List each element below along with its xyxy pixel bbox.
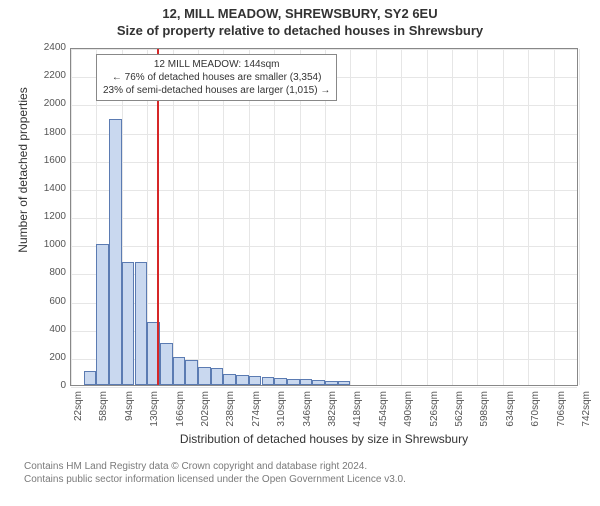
y-tick-label: 800 <box>26 267 66 278</box>
histogram-bar <box>185 360 198 385</box>
x-tick-label: 94sqm <box>124 391 135 451</box>
x-tick-label: 562sqm <box>454 391 465 451</box>
gridline-vertical <box>579 49 580 385</box>
x-tick-label: 706sqm <box>556 391 567 451</box>
histogram-bar <box>236 375 249 385</box>
histogram-bar <box>274 378 287 385</box>
x-tick-label: 526sqm <box>429 391 440 451</box>
histogram-bar <box>249 376 262 385</box>
x-tick-label: 238sqm <box>225 391 236 451</box>
x-tick-label: 58sqm <box>98 391 109 451</box>
histogram-bar <box>122 262 135 385</box>
histogram-bar <box>135 262 148 385</box>
y-tick-label: 2000 <box>26 98 66 109</box>
annotation-line: 23% of semi-detached houses are larger (… <box>103 84 330 97</box>
y-tick-label: 0 <box>26 380 66 391</box>
gridline-vertical <box>427 49 428 385</box>
x-tick-label: 130sqm <box>149 391 160 451</box>
footer-line-2: Contains public sector information licen… <box>24 473 406 486</box>
chart-title-sub: Size of property relative to detached ho… <box>0 23 600 38</box>
gridline-vertical <box>376 49 377 385</box>
gridline-vertical <box>528 49 529 385</box>
histogram-bar <box>211 368 224 385</box>
gridline-vertical <box>401 49 402 385</box>
y-tick-label: 1000 <box>26 239 66 250</box>
x-tick-label: 274sqm <box>251 391 262 451</box>
y-tick-label: 1600 <box>26 155 66 166</box>
histogram-bar <box>287 379 300 385</box>
gridline-vertical <box>554 49 555 385</box>
gridline-horizontal <box>71 387 577 388</box>
histogram-bar <box>96 244 109 385</box>
histogram-bar <box>300 379 313 385</box>
y-tick-label: 2400 <box>26 42 66 53</box>
y-tick-label: 1800 <box>26 127 66 138</box>
y-tick-label: 600 <box>26 296 66 307</box>
x-tick-label: 202sqm <box>200 391 211 451</box>
y-tick-label: 400 <box>26 324 66 335</box>
chart-title-main: 12, MILL MEADOW, SHREWSBURY, SY2 6EU <box>0 6 600 21</box>
annotation-box: 12 MILL MEADOW: 144sqm← 76% of detached … <box>96 54 337 101</box>
x-tick-label: 598sqm <box>479 391 490 451</box>
gridline-vertical <box>477 49 478 385</box>
y-tick-label: 200 <box>26 352 66 363</box>
gridline-vertical <box>350 49 351 385</box>
gridline-vertical <box>452 49 453 385</box>
footer-line-1: Contains HM Land Registry data © Crown c… <box>24 460 406 473</box>
x-tick-label: 382sqm <box>327 391 338 451</box>
histogram-bar <box>198 367 211 385</box>
x-tick-label: 454sqm <box>378 391 389 451</box>
annotation-line: ← 76% of detached houses are smaller (3,… <box>103 71 330 84</box>
histogram-bar <box>109 119 122 385</box>
histogram-bar <box>325 381 338 385</box>
histogram-bar <box>173 357 186 385</box>
y-tick-label: 1400 <box>26 183 66 194</box>
histogram-bar <box>160 343 173 385</box>
histogram-bar <box>262 377 275 385</box>
x-axis-title: Distribution of detached houses by size … <box>70 432 578 446</box>
y-tick-label: 2200 <box>26 70 66 81</box>
x-tick-label: 310sqm <box>276 391 287 451</box>
x-tick-label: 634sqm <box>505 391 516 451</box>
gridline-vertical <box>71 49 72 385</box>
histogram-bar <box>84 371 97 385</box>
y-tick-label: 1200 <box>26 211 66 222</box>
footer-attribution: Contains HM Land Registry data © Crown c… <box>24 460 406 486</box>
gridline-vertical <box>503 49 504 385</box>
histogram-bar <box>312 380 325 385</box>
histogram-bar <box>223 374 236 385</box>
x-tick-label: 418sqm <box>352 391 363 451</box>
x-tick-label: 670sqm <box>530 391 541 451</box>
annotation-line: 12 MILL MEADOW: 144sqm <box>103 58 330 71</box>
x-tick-label: 166sqm <box>175 391 186 451</box>
x-tick-label: 490sqm <box>403 391 414 451</box>
x-tick-label: 22sqm <box>73 391 84 451</box>
x-tick-label: 346sqm <box>302 391 313 451</box>
x-tick-label: 742sqm <box>581 391 592 451</box>
histogram-bar <box>338 381 351 385</box>
